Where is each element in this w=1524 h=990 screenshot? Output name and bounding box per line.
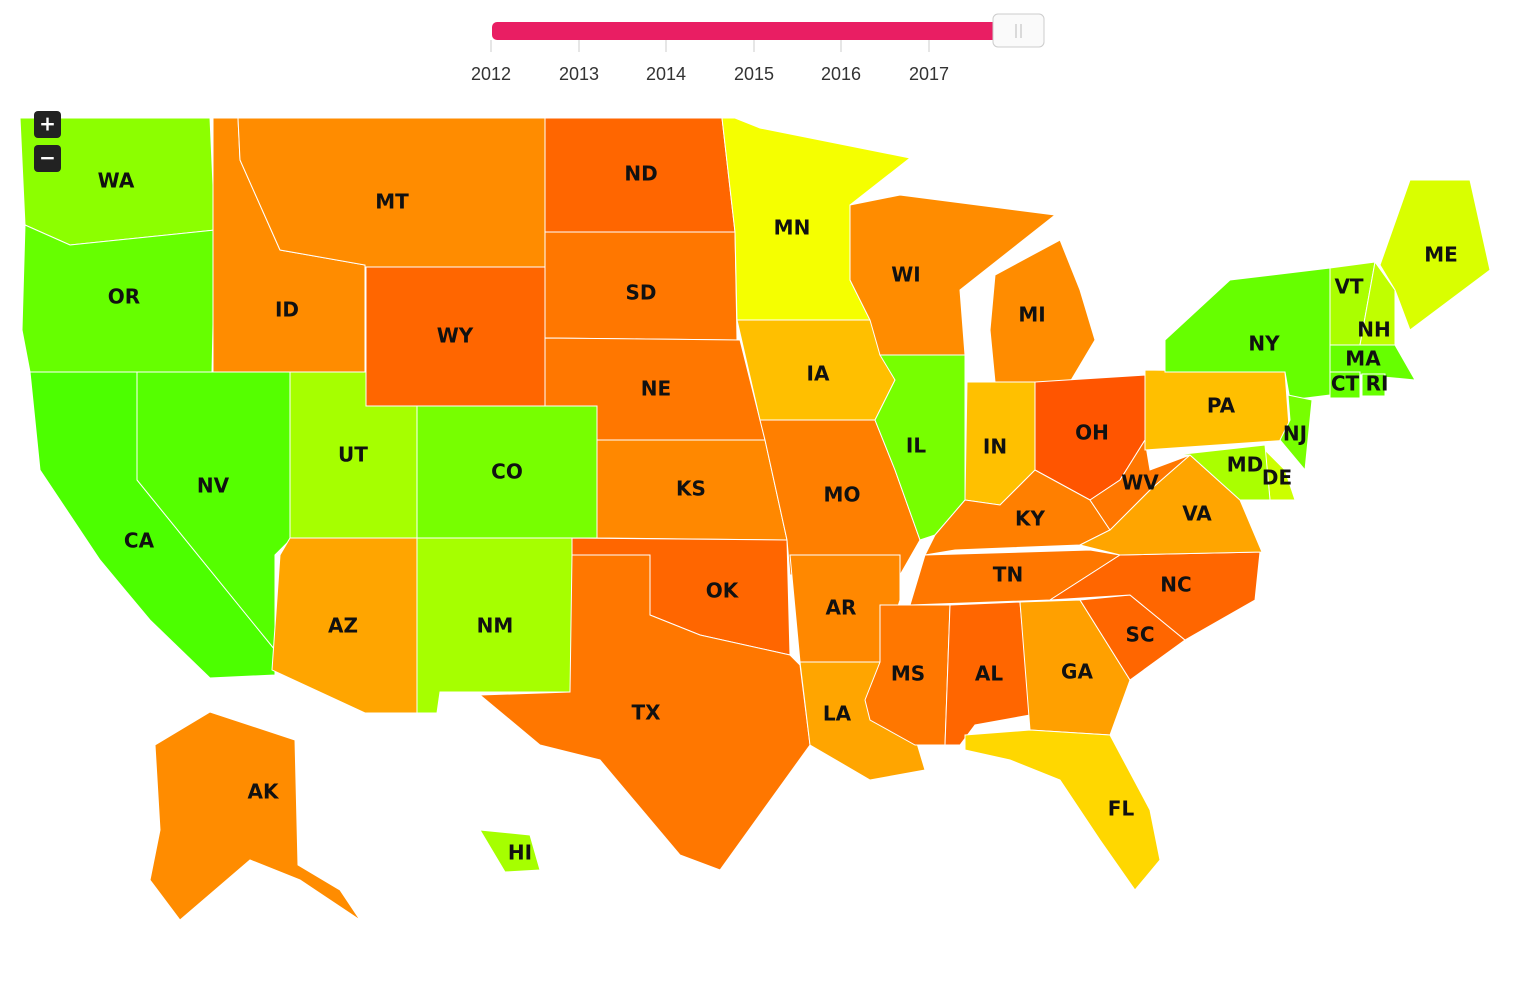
state-label: SC bbox=[1125, 623, 1154, 647]
state-shape bbox=[1329, 344, 1416, 381]
state-label: RI bbox=[1366, 372, 1389, 396]
state-label: DE bbox=[1262, 466, 1292, 490]
state-label: VT bbox=[1334, 275, 1363, 299]
state-label: MT bbox=[375, 190, 409, 214]
slider-tick-label: 2012 bbox=[471, 64, 511, 84]
zoom-in-button[interactable] bbox=[34, 111, 61, 138]
us-map: WA OR CA NV ID MT WY UT CO AZ NM ND SD NE KS OK TX MN IA MO… bbox=[19, 117, 1491, 921]
state-shape bbox=[478, 554, 811, 871]
state-shape bbox=[1164, 267, 1331, 401]
state-shape bbox=[149, 711, 361, 921]
state-label: OR bbox=[108, 285, 140, 309]
state-label: MD bbox=[1227, 453, 1264, 477]
state-label: OH bbox=[1075, 421, 1109, 445]
state-label: AK bbox=[248, 780, 280, 804]
state-shape bbox=[874, 354, 966, 541]
state-label: NH bbox=[1357, 318, 1390, 342]
state-shape bbox=[1361, 373, 1386, 397]
state-label: KS bbox=[676, 477, 706, 501]
state-shape bbox=[1174, 444, 1271, 501]
state-label: WI bbox=[891, 263, 921, 287]
state-shape bbox=[479, 829, 541, 873]
state-label: IA bbox=[807, 362, 830, 386]
state-label: WA bbox=[98, 169, 135, 193]
state-label: NY bbox=[1248, 332, 1280, 356]
state-label: MN bbox=[774, 216, 811, 240]
slider-tick-label: 2016 bbox=[821, 64, 861, 84]
state-label: VA bbox=[1182, 502, 1212, 526]
state-label: KY bbox=[1015, 507, 1045, 531]
state-shape bbox=[1329, 371, 1361, 399]
state-label: IN bbox=[983, 435, 1007, 459]
state-label: WY bbox=[437, 324, 474, 348]
state-shape bbox=[989, 239, 1096, 383]
state-label: SD bbox=[625, 281, 656, 305]
state-label: ND bbox=[624, 162, 657, 186]
state-label: GA bbox=[1061, 660, 1093, 684]
state-label: MO bbox=[824, 483, 861, 507]
state-label: NM bbox=[477, 614, 514, 638]
state-label: AL bbox=[975, 662, 1003, 686]
slider-tick-label: 2017 bbox=[909, 64, 949, 84]
state-shape bbox=[1379, 179, 1491, 331]
state-label: MA bbox=[1345, 347, 1381, 371]
state-label: MS bbox=[891, 662, 925, 686]
state-label: LA bbox=[823, 702, 852, 726]
state-label: FL bbox=[1108, 797, 1135, 821]
year-slider[interactable]: 2012 2013 2014 2015 2016 2017 bbox=[471, 13, 1045, 84]
state-shape bbox=[1089, 438, 1191, 531]
zoom-in-label[interactable]: + bbox=[39, 112, 56, 136]
state-label: OK bbox=[706, 579, 740, 603]
state-label: TN bbox=[993, 563, 1023, 587]
state-label: NE bbox=[641, 377, 671, 401]
state-shape bbox=[1279, 394, 1313, 472]
slider-tick-label: 2014 bbox=[646, 64, 686, 84]
state-label: NC bbox=[1160, 573, 1191, 597]
state-label: ID bbox=[275, 298, 299, 322]
slider-tick-label: 2013 bbox=[559, 64, 599, 84]
state-label: MI bbox=[1018, 303, 1045, 327]
slider-handle[interactable] bbox=[992, 13, 1045, 48]
state-label: PA bbox=[1207, 394, 1236, 418]
state-label: CO bbox=[491, 460, 523, 484]
state-label: IL bbox=[906, 434, 926, 458]
zoom-out-button[interactable] bbox=[34, 145, 61, 172]
state-label: AR bbox=[826, 596, 857, 620]
zoom-control[interactable]: + − bbox=[34, 111, 61, 172]
state-label: CT bbox=[1331, 372, 1360, 396]
state-label: WV bbox=[1121, 471, 1159, 495]
state-label: ME bbox=[1424, 243, 1458, 267]
state-shape bbox=[1019, 599, 1131, 736]
state-label: CA bbox=[124, 529, 155, 553]
state-label: NJ bbox=[1283, 422, 1307, 446]
state-label: NV bbox=[197, 474, 230, 498]
slider-tick-label: 2015 bbox=[734, 64, 774, 84]
state-label: HI bbox=[508, 841, 532, 865]
state-label: UT bbox=[338, 443, 368, 467]
zoom-out-label[interactable]: − bbox=[39, 146, 56, 170]
state-label: AZ bbox=[328, 614, 358, 638]
state-shape bbox=[964, 729, 1161, 891]
slider-track[interactable] bbox=[492, 22, 1000, 40]
state-label: TX bbox=[631, 701, 661, 725]
